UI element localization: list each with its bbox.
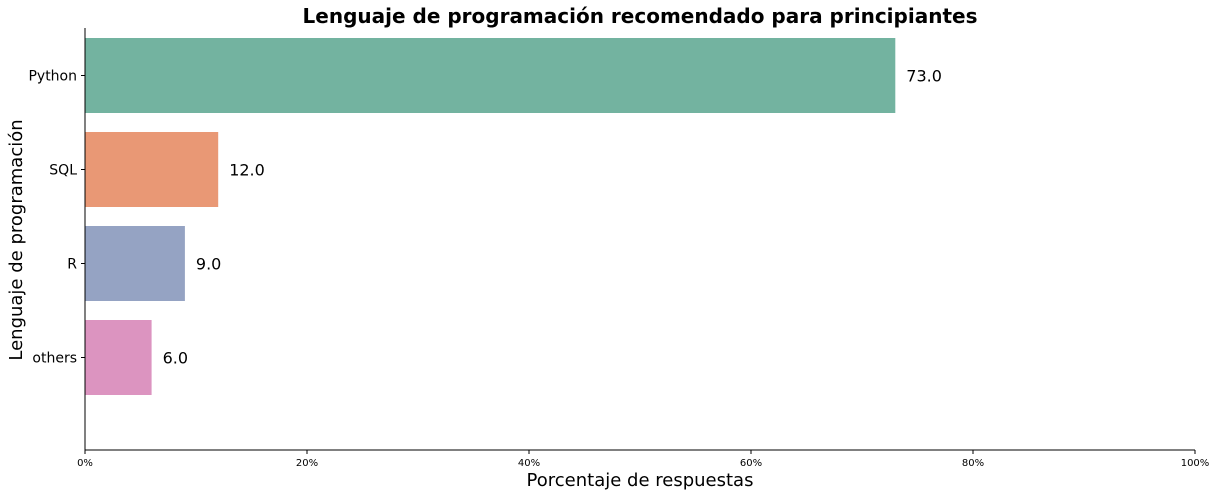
x-tick-label: 0% [77,458,93,469]
x-tick-label: 20% [296,458,318,469]
bar-python [85,38,895,113]
category-label: SQL [49,163,77,179]
x-axis-label: Porcentaje de respuestas [527,470,754,491]
category-label: R [67,257,77,273]
x-tick-label: 60% [740,458,762,469]
bars-group: Python 73.0 SQL 12.0 R 9.0 others 6.0 [28,38,941,395]
bar-sql [85,132,218,207]
x-ticks-group: 0% 20% 40% 60% 80% 100% [77,450,1209,469]
category-label: others [32,351,77,367]
x-tick-label: 40% [518,458,540,469]
value-label: 12.0 [229,161,265,180]
x-tick-label: 80% [962,458,984,469]
x-tick-label: 100% [1181,458,1210,469]
value-label: 9.0 [196,255,221,274]
value-label: 73.0 [906,67,942,86]
chart-title: Lenguaje de programación recomendado par… [303,4,978,28]
bar-others [85,320,152,395]
y-axis-label: Lenguaje de programación [6,119,27,360]
category-label: Python [28,69,77,85]
value-label: 6.0 [163,349,188,368]
bar-r [85,226,185,301]
